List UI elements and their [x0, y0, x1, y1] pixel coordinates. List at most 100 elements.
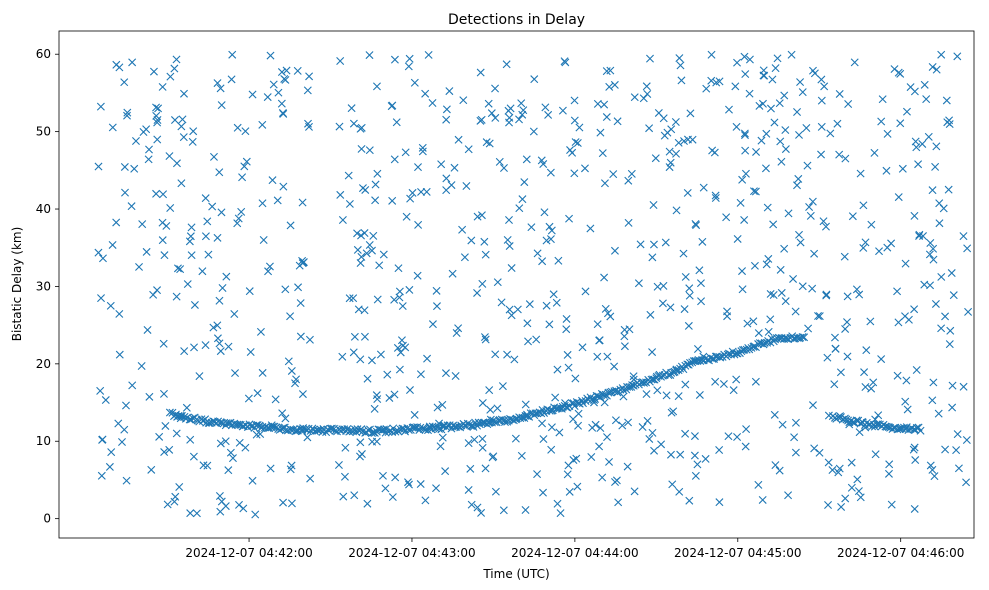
data-point — [817, 75, 826, 84]
data-point — [733, 234, 742, 243]
data-point — [277, 68, 286, 77]
data-point — [702, 84, 711, 93]
data-point — [284, 357, 293, 366]
data-point — [696, 356, 705, 365]
data-point — [745, 345, 754, 354]
data-point — [286, 221, 295, 230]
data-point — [570, 96, 579, 105]
data-point — [934, 409, 943, 418]
data-point — [186, 435, 195, 444]
data-point — [513, 305, 522, 314]
data-point — [473, 288, 482, 297]
data-point — [478, 443, 487, 452]
data-point — [388, 493, 397, 502]
data-point — [872, 420, 881, 429]
data-point — [416, 480, 425, 489]
data-point — [349, 119, 358, 128]
data-point — [935, 219, 944, 228]
data-point — [393, 343, 402, 352]
data-point — [558, 106, 567, 115]
data-point — [926, 281, 935, 290]
data-point — [187, 251, 196, 260]
data-point — [529, 127, 538, 136]
data-point — [931, 162, 940, 171]
data-point — [628, 381, 637, 390]
data-point — [177, 179, 186, 188]
data-point — [569, 415, 578, 424]
data-point — [538, 257, 547, 266]
data-point — [404, 478, 412, 487]
data-point — [183, 280, 192, 289]
data-point — [716, 353, 725, 362]
data-point — [279, 182, 288, 191]
data-point — [120, 162, 129, 171]
data-point — [305, 335, 314, 344]
data-point — [901, 312, 909, 321]
data-point — [375, 261, 384, 270]
data-point — [547, 445, 556, 454]
data-point — [108, 240, 117, 249]
data-point — [793, 181, 801, 190]
data-point — [930, 472, 939, 481]
data-point — [486, 405, 495, 414]
data-point — [824, 458, 833, 467]
data-point — [573, 139, 582, 148]
data-point — [238, 173, 247, 182]
data-point — [856, 493, 865, 502]
data-point — [292, 426, 301, 435]
data-point — [231, 369, 240, 378]
data-point — [732, 122, 741, 131]
data-point — [405, 54, 414, 63]
data-point — [605, 82, 614, 91]
data-point — [805, 202, 814, 211]
data-point — [910, 87, 919, 96]
data-point — [357, 144, 366, 153]
data-point — [866, 317, 875, 326]
data-point — [376, 350, 385, 359]
data-point — [791, 307, 800, 316]
data-point — [356, 438, 365, 447]
data-point — [484, 99, 493, 108]
data-point — [856, 169, 865, 178]
data-point — [959, 382, 968, 391]
data-point — [517, 451, 526, 460]
data-point — [553, 365, 562, 374]
data-point — [217, 101, 226, 110]
data-point — [943, 118, 952, 127]
data-point — [775, 466, 784, 475]
data-point — [432, 286, 441, 295]
data-point — [201, 194, 210, 203]
data-point — [861, 423, 870, 432]
data-point — [228, 454, 237, 463]
data-point — [791, 418, 800, 427]
data-point — [684, 321, 693, 330]
data-point — [946, 326, 955, 335]
data-point — [540, 208, 549, 217]
data-point — [478, 279, 487, 288]
data-point — [763, 203, 772, 212]
data-point — [860, 368, 869, 377]
data-point — [97, 294, 106, 303]
data-point — [798, 282, 807, 291]
data-point — [353, 245, 362, 254]
data-point — [418, 147, 427, 156]
data-point — [650, 446, 659, 455]
data-point — [362, 249, 371, 258]
data-point — [925, 250, 934, 259]
data-point — [606, 66, 615, 75]
data-point — [153, 135, 162, 144]
data-point — [681, 272, 690, 281]
data-point — [394, 264, 403, 273]
data-point — [158, 82, 167, 91]
data-point — [473, 212, 482, 221]
data-point — [161, 421, 170, 430]
y-tick-label: 40 — [36, 202, 51, 216]
data-point — [363, 499, 372, 508]
data-point — [221, 502, 230, 511]
data-point — [488, 453, 497, 462]
plot-frame — [58, 30, 975, 539]
data-point — [932, 142, 941, 151]
data-point — [435, 424, 444, 433]
data-point — [258, 199, 267, 208]
data-point — [724, 105, 733, 114]
